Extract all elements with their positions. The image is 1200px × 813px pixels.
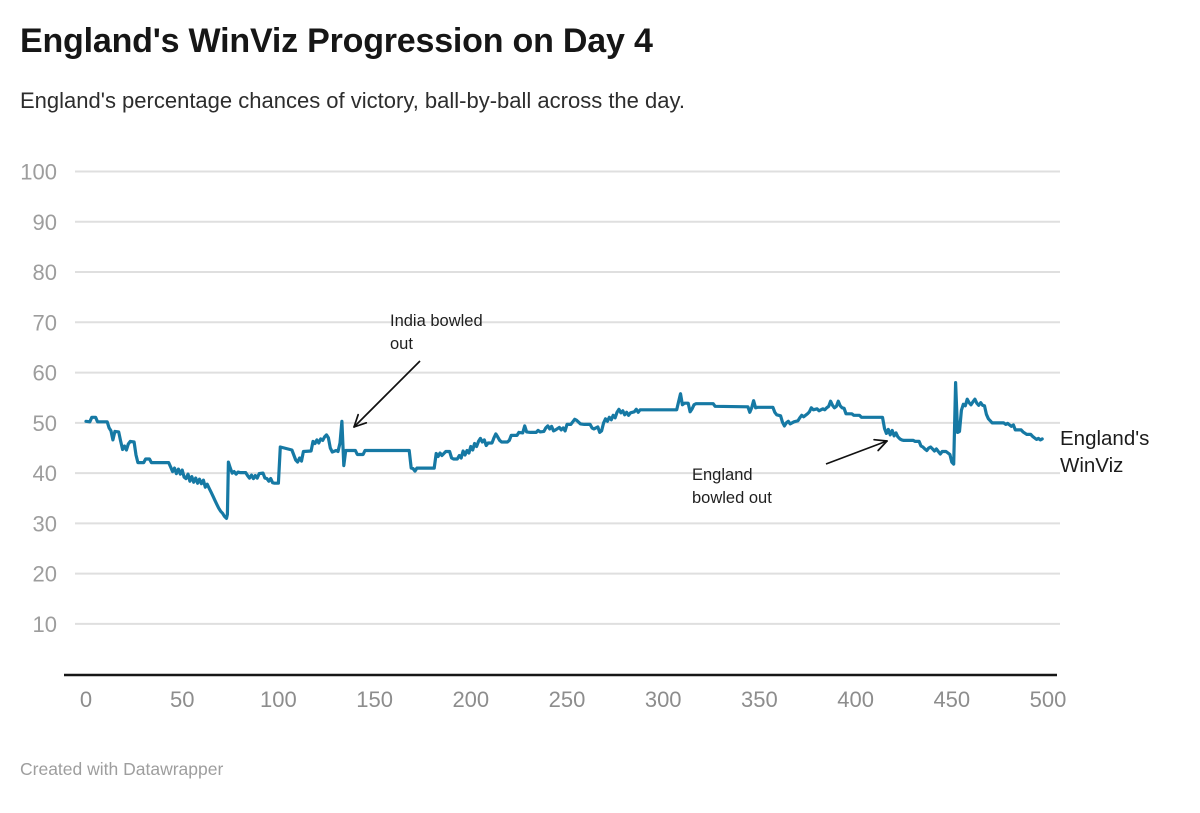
annotation-arrow-india-bowled-out (353, 360, 421, 428)
y-tick-label: 10 (33, 612, 57, 637)
y-tick-label: 90 (33, 210, 57, 235)
annotation-text-india-bowled-out: India bowled (390, 312, 483, 330)
y-tick-label: 100 (20, 160, 57, 185)
arrowhead-india-bowled-out (353, 413, 360, 428)
series-label-line1: England's (1060, 427, 1150, 450)
y-tick-label: 60 (33, 361, 57, 386)
chart-plot-area: 10 20 30 40 50 60 70 80 90 100 0 50 100 150 200 250 300 3… (20, 160, 1067, 713)
y-tick-label: 50 (33, 411, 57, 436)
x-tick-label: 450 (933, 687, 970, 712)
y-tick-label: 80 (33, 260, 57, 285)
x-tick-label: 400 (837, 687, 874, 712)
annotation-text-india-bowled-out: out (390, 335, 413, 353)
annotation-text-england-bowled-out: bowled out (692, 489, 772, 507)
chart-title: England's WinViz Progression on Day 4 (20, 22, 653, 60)
x-tick-label: 100 (260, 687, 297, 712)
arrowhead-england-bowled-out (877, 440, 888, 452)
x-tick-label: 0 (80, 687, 92, 712)
y-tick-label: 20 (33, 562, 57, 587)
series-label: England's WinViz (1060, 425, 1149, 479)
y-tick-label: 70 (33, 310, 57, 335)
y-tick-label: 30 (33, 511, 57, 536)
x-tick-label: 300 (645, 687, 682, 712)
annotation-arrow-england-bowled-out (825, 440, 888, 465)
series-label-line2: WinViz (1060, 454, 1124, 477)
datawrapper-credit: Created with Datawrapper (20, 759, 224, 779)
annotation-text-england-bowled-out: England (692, 466, 753, 484)
x-tick-label: 200 (452, 687, 489, 712)
x-tick-label: 50 (170, 687, 194, 712)
chart-subtitle: England's percentage chances of victory,… (20, 88, 685, 113)
x-tick-label: 500 (1030, 687, 1067, 712)
arrowhead-england-bowled-out (873, 438, 888, 442)
y-tick-label: 40 (33, 461, 57, 486)
x-tick-label: 150 (356, 687, 393, 712)
x-tick-label: 350 (741, 687, 778, 712)
winviz-line (84, 381, 1044, 520)
arrowhead-india-bowled-out (353, 421, 368, 428)
x-tick-label: 250 (549, 687, 586, 712)
